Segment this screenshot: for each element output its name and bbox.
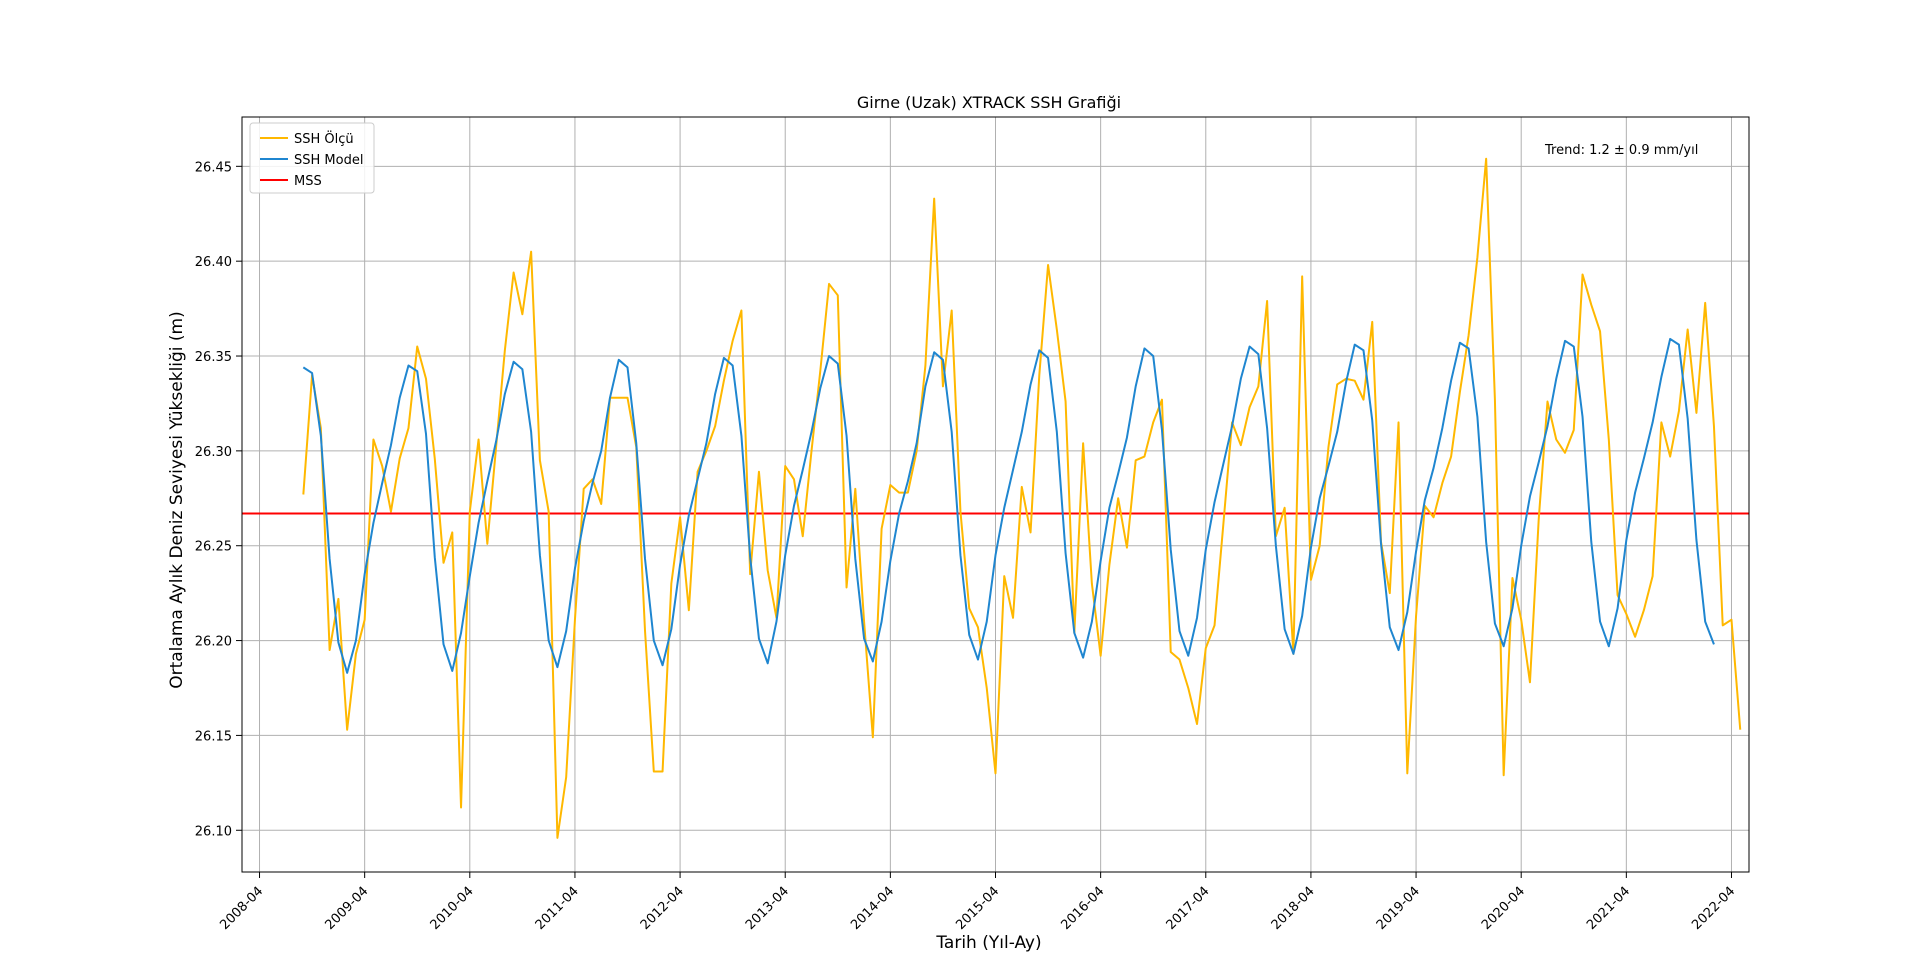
ssh-model-series-line <box>302 337 1715 674</box>
y-tick-label: 26.30 <box>195 445 232 460</box>
y-tick-label: 26.20 <box>195 635 232 650</box>
y-tick-label: 26.45 <box>195 160 232 175</box>
trend-annotation: Trend: 1.2 ± 0.9 mm/yıl <box>1544 143 1698 158</box>
series-lines <box>302 157 1742 839</box>
legend-label-ssh-olcu: SSH Ölçü <box>294 130 354 147</box>
y-axis-title: Ortalama Aylık Deniz Seviyesi Yüksekliği… <box>167 311 187 689</box>
legend-label-ssh-model: SSH Model <box>294 153 363 168</box>
y-tick-label: 26.15 <box>195 729 232 744</box>
ssh-olcu-series-line <box>302 157 1742 839</box>
chart-title: Girne (Uzak) XTRACK SSH Grafiği <box>857 93 1121 112</box>
y-tick-label: 26.35 <box>195 350 232 365</box>
x-axis-title: Tarih (Yıl-Ay) <box>935 933 1041 953</box>
legend-label-mss: MSS <box>294 174 322 189</box>
legend-box <box>249 122 375 194</box>
y-tick-label: 26.40 <box>195 255 232 270</box>
y-tick-label: 26.10 <box>195 824 232 839</box>
legend: SSH Ölçü SSH Model MSS <box>249 122 375 194</box>
y-tick-label: 26.25 <box>195 540 232 555</box>
y-axis-ticks: 26.10 26.15 26.20 26.25 26.30 26.35 26.40 26.45 <box>195 160 242 839</box>
